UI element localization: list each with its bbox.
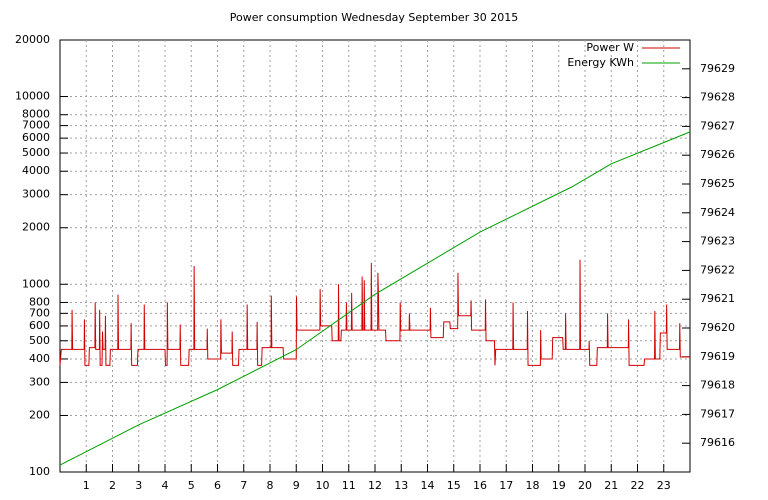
x-tick-label: 16: [473, 479, 487, 492]
y2-tick-label: 79621: [700, 292, 735, 305]
y2-tick-label: 79623: [700, 235, 735, 248]
x-tick-label: 13: [394, 479, 408, 492]
y-tick-label: 8000: [22, 108, 50, 121]
x-tick-label: 5: [188, 479, 195, 492]
x-tick-label: 23: [657, 479, 671, 492]
x-tick-label: 12: [368, 479, 382, 492]
y2-tick-label: 79619: [700, 350, 735, 363]
y-tick-label: 200: [29, 408, 50, 421]
y-tick-label: 3000: [22, 188, 50, 201]
x-tick-label: 21: [604, 479, 618, 492]
chart-title: Power consumption Wednesday September 30…: [230, 11, 518, 24]
y-tick-label: 400: [29, 352, 50, 365]
y-tick-label: 300: [29, 375, 50, 388]
x-tick-label: 11: [342, 479, 356, 492]
y-tick-label: 600: [29, 319, 50, 332]
y-tick-label: 5000: [22, 146, 50, 159]
y-tick-label: 100: [29, 465, 50, 478]
y2-tick-label: 79627: [700, 119, 735, 132]
series-line: [59, 259, 690, 366]
x-tick-label: 18: [526, 479, 540, 492]
x-tick-label: 7: [240, 479, 247, 492]
y2-tick-label: 79624: [700, 206, 735, 219]
y2-tick-label: 79620: [700, 321, 735, 334]
y-tick-label: 1000: [22, 277, 50, 290]
legend-label: Power W: [586, 41, 634, 54]
x-tick-label: 1: [83, 479, 90, 492]
y2-tick-label: 79622: [700, 263, 735, 276]
x-tick-label: 3: [135, 479, 142, 492]
y-tick-label: 500: [29, 334, 50, 347]
y-tick-label: 20000: [15, 33, 50, 46]
x-tick-label: 8: [267, 479, 274, 492]
x-tick-label: 20: [578, 479, 592, 492]
y2-tick-label: 79626: [700, 148, 735, 161]
legend-label: Energy KWh: [567, 56, 634, 69]
x-tick-label: 4: [162, 479, 169, 492]
x-tick-label: 2: [109, 479, 116, 492]
y2-tick-label: 79617: [700, 407, 735, 420]
y2-tick-label: 79616: [700, 436, 735, 449]
x-tick-label: 22: [631, 479, 645, 492]
y-tick-label: 2000: [22, 221, 50, 234]
y2-tick-label: 79629: [700, 62, 735, 75]
y2-tick-label: 79628: [700, 91, 735, 104]
series-line: [59, 131, 691, 466]
y-tick-label: 10000: [15, 90, 50, 103]
y2-tick-label: 79625: [700, 177, 735, 190]
y-tick-label: 4000: [22, 164, 50, 177]
x-tick-label: 19: [552, 479, 566, 492]
x-tick-label: 6: [214, 479, 221, 492]
x-tick-label: 14: [421, 479, 435, 492]
y2-tick-label: 79618: [700, 379, 735, 392]
x-tick-label: 15: [447, 479, 461, 492]
x-tick-label: 17: [499, 479, 513, 492]
y-tick-label: 6000: [22, 131, 50, 144]
y-tick-label: 800: [29, 295, 50, 308]
y-tick-label: 700: [29, 306, 50, 319]
y-tick-label: 7000: [22, 119, 50, 132]
x-tick-label: 9: [293, 479, 300, 492]
x-tick-label: 10: [316, 479, 330, 492]
